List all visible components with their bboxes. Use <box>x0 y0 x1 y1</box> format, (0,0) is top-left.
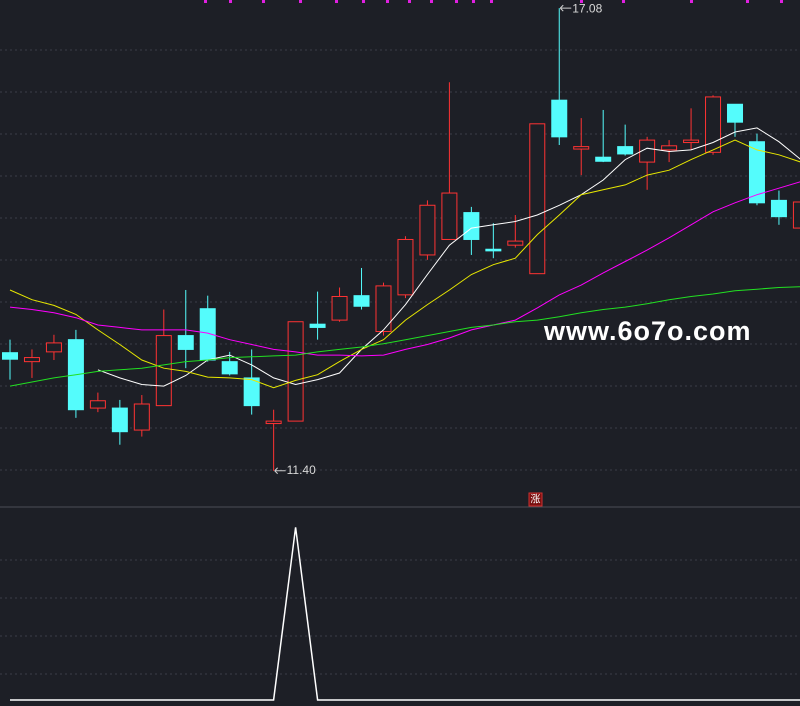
candle-body <box>485 248 502 252</box>
candle-body <box>221 361 238 375</box>
candle-body <box>309 323 326 328</box>
top-marks <box>204 0 783 3</box>
moving-average-line <box>97 127 800 387</box>
candle-body <box>661 145 678 151</box>
annotation-arrow <box>559 4 572 12</box>
candle-body <box>792 201 800 229</box>
candle-body <box>89 400 106 409</box>
candle-body <box>397 238 414 296</box>
candle-body <box>2 352 18 360</box>
candle-body <box>529 123 546 275</box>
moving-average-line <box>9 181 800 357</box>
candle-body <box>331 295 348 321</box>
candle-body <box>551 99 568 138</box>
candle-body <box>155 335 172 407</box>
signal-box <box>528 492 543 507</box>
candle-body <box>748 141 765 204</box>
candle-body <box>111 407 128 433</box>
candle-body <box>265 420 282 425</box>
candle-body <box>573 146 590 150</box>
annotation-arrow <box>274 467 286 475</box>
moving-average-line <box>9 286 800 387</box>
candle-body <box>639 139 656 163</box>
candle-body <box>770 199 787 218</box>
signal-label: 涨 <box>531 494 541 506</box>
candle-body <box>23 357 40 363</box>
candle-body <box>441 192 458 240</box>
candle-body <box>177 335 194 350</box>
annotation-label: 17.08 <box>572 1 602 15</box>
candle-body <box>463 212 480 240</box>
candle-body <box>617 146 634 155</box>
indicator-line <box>10 527 800 701</box>
candle-body <box>727 103 744 123</box>
candle-body <box>683 139 700 144</box>
candle-body <box>419 204 436 256</box>
candle-body <box>45 342 62 353</box>
candle-body <box>353 295 370 307</box>
candle-body <box>595 156 612 162</box>
moving-average-line <box>9 139 800 389</box>
candle-body <box>287 321 304 422</box>
candle-body <box>705 96 722 153</box>
annotation-label: 11.40 <box>287 463 316 477</box>
watermark: www.6o7o.com <box>543 316 752 346</box>
candle-body <box>375 285 392 333</box>
candle-body <box>243 377 260 407</box>
candle-body <box>507 240 524 246</box>
candle-body <box>133 403 150 431</box>
